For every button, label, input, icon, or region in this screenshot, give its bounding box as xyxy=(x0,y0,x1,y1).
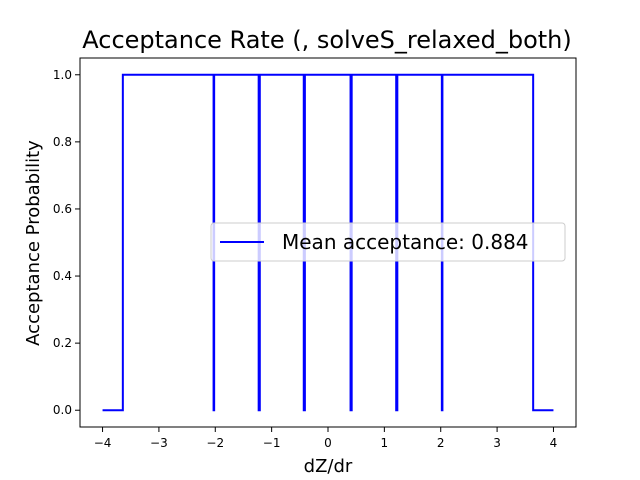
legend-label: Mean acceptance: 0.884 xyxy=(282,230,529,254)
y-tick-label: 0.4 xyxy=(53,269,72,283)
legend-box xyxy=(210,222,566,262)
series-layer xyxy=(102,73,554,412)
x-tick-label: −3 xyxy=(150,436,168,450)
y-tick-label: 1.0 xyxy=(53,68,72,82)
x-tick-label: −2 xyxy=(206,436,224,450)
x-tick-label: 0 xyxy=(324,436,332,450)
legend: Mean acceptance: 0.884 xyxy=(210,222,566,262)
y-tick-label: 0.2 xyxy=(53,336,72,350)
y-tick-label: 0.0 xyxy=(53,403,72,417)
x-tick-label: 4 xyxy=(550,436,558,450)
y-tick-label: 0.8 xyxy=(53,135,72,149)
x-tick-label: 1 xyxy=(381,436,389,450)
x-axis-label: dZ/dr xyxy=(304,456,353,477)
y-axis-ticks: 0.0 0.2 0.4 0.6 0.8 1.0 xyxy=(53,68,80,417)
chart-title: Acceptance Rate (, solveS_relaxed_both) xyxy=(82,26,572,54)
y-tick-label: 0.6 xyxy=(53,202,72,216)
x-axis-ticks: −4 −3 −2 −1 0 1 2 3 4 xyxy=(94,427,558,450)
x-tick-label: −1 xyxy=(263,436,281,450)
x-tick-label: 2 xyxy=(437,436,445,450)
x-tick-label: −4 xyxy=(94,436,112,450)
y-axis-label: Acceptance Probability xyxy=(23,140,44,346)
x-tick-label: 3 xyxy=(493,436,501,450)
series-line-0 xyxy=(102,73,554,412)
